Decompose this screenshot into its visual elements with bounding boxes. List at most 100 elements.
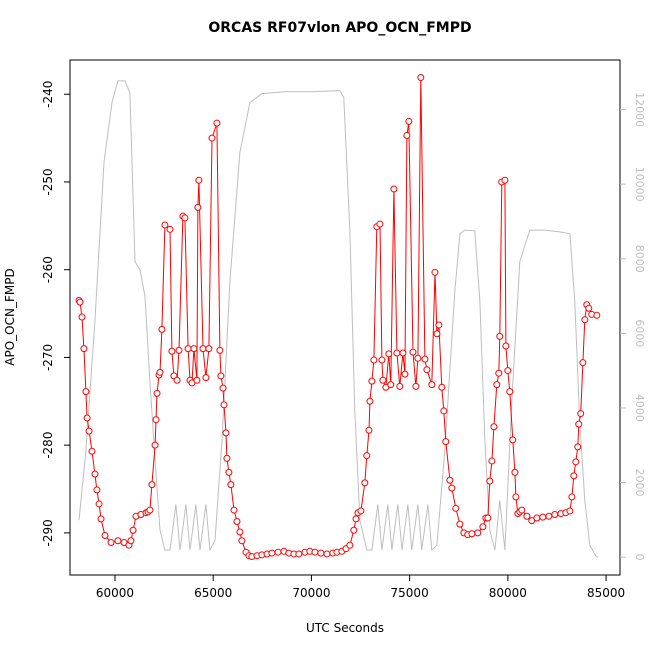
data-point [403,131,411,139]
data-point [161,221,169,229]
data-point [417,74,425,82]
data-point [173,376,181,384]
y2-tick-label: 12000 [633,92,646,127]
data-point [435,321,443,329]
data-point [153,389,161,397]
data-point [509,436,517,444]
data-point [581,316,589,324]
x-tick-label: 75000 [391,586,429,600]
data-point [593,311,601,319]
y-tick-label: -290 [41,519,55,546]
data-point [495,369,503,377]
data-point [414,354,422,362]
data-point [233,517,241,525]
data-point [370,356,378,364]
data-point [361,479,369,487]
data-point [506,388,514,396]
data-point [268,549,276,557]
plot-frame [69,59,621,576]
data-point [501,176,509,184]
data-point [213,119,221,127]
data-point [227,481,235,489]
data-point [379,376,387,384]
data-point [393,349,401,357]
data-point [216,346,224,354]
data-point [152,416,160,424]
x-axis-label: UTC Seconds [306,621,384,635]
data-point [78,313,86,321]
x-tick-label: 60000 [96,586,134,600]
x-tick-label: 70000 [292,586,330,600]
data-point [504,367,512,375]
data-point [97,515,105,523]
data-point [225,468,233,476]
data-point [91,470,99,478]
data-point [468,530,476,538]
data-point [390,185,398,193]
data-point [230,506,238,514]
y2-tick-label: 8000 [633,245,646,273]
data-point [181,214,189,222]
data-point [83,414,91,422]
data-point [80,345,88,353]
data-point [274,548,282,556]
y-tick-label: -270 [41,344,55,371]
data-point [158,325,166,333]
data-point [511,468,519,476]
data-point [352,515,360,523]
data-point [442,438,450,446]
data-point [396,382,404,390]
y-tick-label: -260 [41,256,55,283]
data-point [107,539,115,547]
y2-tick-label: 6000 [633,319,646,347]
data-point [428,381,436,389]
data-point [208,134,216,142]
data-point [220,401,228,409]
data-point [474,529,482,537]
data-point [493,381,501,389]
data-point [405,117,413,125]
data-point [175,346,183,354]
y2-tick-label: 0 [633,554,646,561]
data-point [570,472,578,480]
y2-tick-label: 2000 [633,469,646,497]
data-point [378,356,386,364]
data-point [95,500,103,508]
data-point [421,355,429,363]
data-point [129,526,137,534]
data-point [217,372,225,380]
data-point [431,268,439,276]
data-point [551,510,559,518]
data-point [236,528,244,536]
data-point [76,298,84,306]
chart-title: ORCAS RF07vlon APO_OCN_FMPD [208,20,471,36]
data-point [363,452,371,460]
data-point [577,410,585,418]
data-point [484,514,492,522]
data-point [423,366,431,374]
data-point [385,350,393,358]
data-point [82,388,90,396]
data-point [545,512,553,520]
x-tick-label: 80000 [489,586,527,600]
data-point [486,477,494,485]
data-point [438,383,446,391]
data-point [184,345,192,353]
data-point [376,220,384,228]
data-point [452,504,460,512]
data-point [496,332,504,340]
data-point [85,427,93,435]
data-point [317,549,325,557]
x-tick-label: 65000 [194,586,232,600]
y2-tick-label: 10000 [633,167,646,202]
data-line [78,80,599,558]
data-point [399,349,407,357]
data-point [412,382,420,390]
data-point [357,507,365,515]
data-point [440,407,448,415]
data-point [93,486,101,494]
data-point [365,426,373,434]
data-point [193,376,201,384]
y-tick-label: -250 [41,168,55,195]
